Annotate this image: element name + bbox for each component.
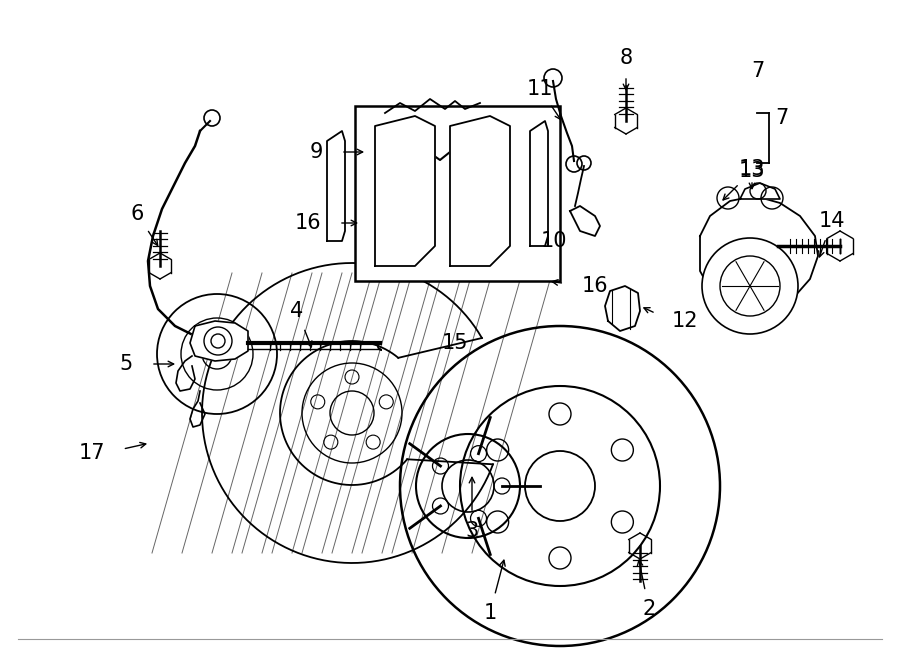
Text: 1: 1 bbox=[483, 603, 497, 623]
Polygon shape bbox=[740, 183, 780, 199]
Text: 13: 13 bbox=[739, 159, 765, 179]
Text: 15: 15 bbox=[442, 333, 468, 353]
Circle shape bbox=[702, 238, 798, 334]
Text: 13: 13 bbox=[739, 161, 765, 181]
Text: 7: 7 bbox=[752, 61, 765, 81]
Polygon shape bbox=[530, 121, 548, 246]
FancyBboxPatch shape bbox=[355, 106, 560, 281]
Text: 3: 3 bbox=[465, 521, 479, 541]
Text: 17: 17 bbox=[78, 443, 105, 463]
Polygon shape bbox=[190, 321, 248, 361]
Text: 9: 9 bbox=[310, 142, 323, 162]
Polygon shape bbox=[327, 131, 345, 241]
Text: 16: 16 bbox=[294, 213, 321, 233]
Text: 16: 16 bbox=[582, 276, 608, 296]
Text: 11: 11 bbox=[526, 79, 554, 99]
Text: 8: 8 bbox=[619, 48, 633, 68]
Text: 4: 4 bbox=[291, 301, 303, 321]
Polygon shape bbox=[375, 116, 435, 266]
Text: 2: 2 bbox=[643, 599, 655, 619]
Text: 5: 5 bbox=[120, 354, 133, 374]
Text: 14: 14 bbox=[819, 211, 845, 231]
Polygon shape bbox=[450, 116, 510, 266]
Text: 7: 7 bbox=[775, 108, 788, 128]
Polygon shape bbox=[700, 196, 818, 309]
Text: 6: 6 bbox=[130, 204, 144, 224]
Polygon shape bbox=[605, 286, 640, 331]
Text: 12: 12 bbox=[672, 311, 698, 331]
Text: 10: 10 bbox=[541, 231, 567, 251]
